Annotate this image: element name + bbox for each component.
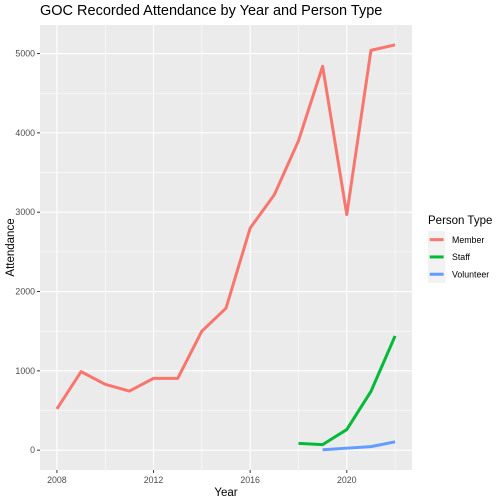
legend-title: Person Type: [428, 215, 492, 227]
x-axis: 2008 2012 2016 2020: [47, 470, 357, 485]
chart-title: GOC Recorded Attendance by Year and Pers…: [40, 3, 382, 19]
legend-label-staff: Staff: [452, 252, 470, 262]
series-line-member: [55, 43, 396, 410]
y-tick-label: 0: [30, 445, 35, 455]
series-line-volunteer: [322, 440, 396, 452]
legend: Person Type Member Staff Volunteer: [428, 215, 492, 283]
y-tick-label: 4000: [15, 128, 35, 138]
y-tick-label: 3000: [15, 207, 35, 217]
x-tick-label: 2016: [240, 475, 260, 485]
y-tick-label: 1000: [15, 366, 35, 376]
y-tick-label: 2000: [15, 287, 35, 297]
series-lines: [55, 43, 397, 452]
legend-label-member: Member: [452, 235, 484, 245]
x-axis-title: Year: [214, 487, 237, 499]
major-gridlines: [40, 25, 412, 470]
plot-panel: [40, 25, 412, 470]
legend-label-volunteer: Volunteer: [452, 269, 489, 279]
legend-items: Member Staff Volunteer: [428, 231, 489, 283]
minor-gridlines: [40, 25, 412, 470]
x-tick-label: 2012: [144, 475, 164, 485]
y-axis-title: Attendance: [5, 218, 17, 276]
x-tick-label: 2008: [47, 475, 67, 485]
x-tick-label: 2020: [337, 475, 357, 485]
y-axis: 0 1000 2000 3000 4000 5000: [15, 49, 40, 455]
y-tick-label: 5000: [15, 49, 35, 59]
series-line-staff: [298, 335, 397, 447]
